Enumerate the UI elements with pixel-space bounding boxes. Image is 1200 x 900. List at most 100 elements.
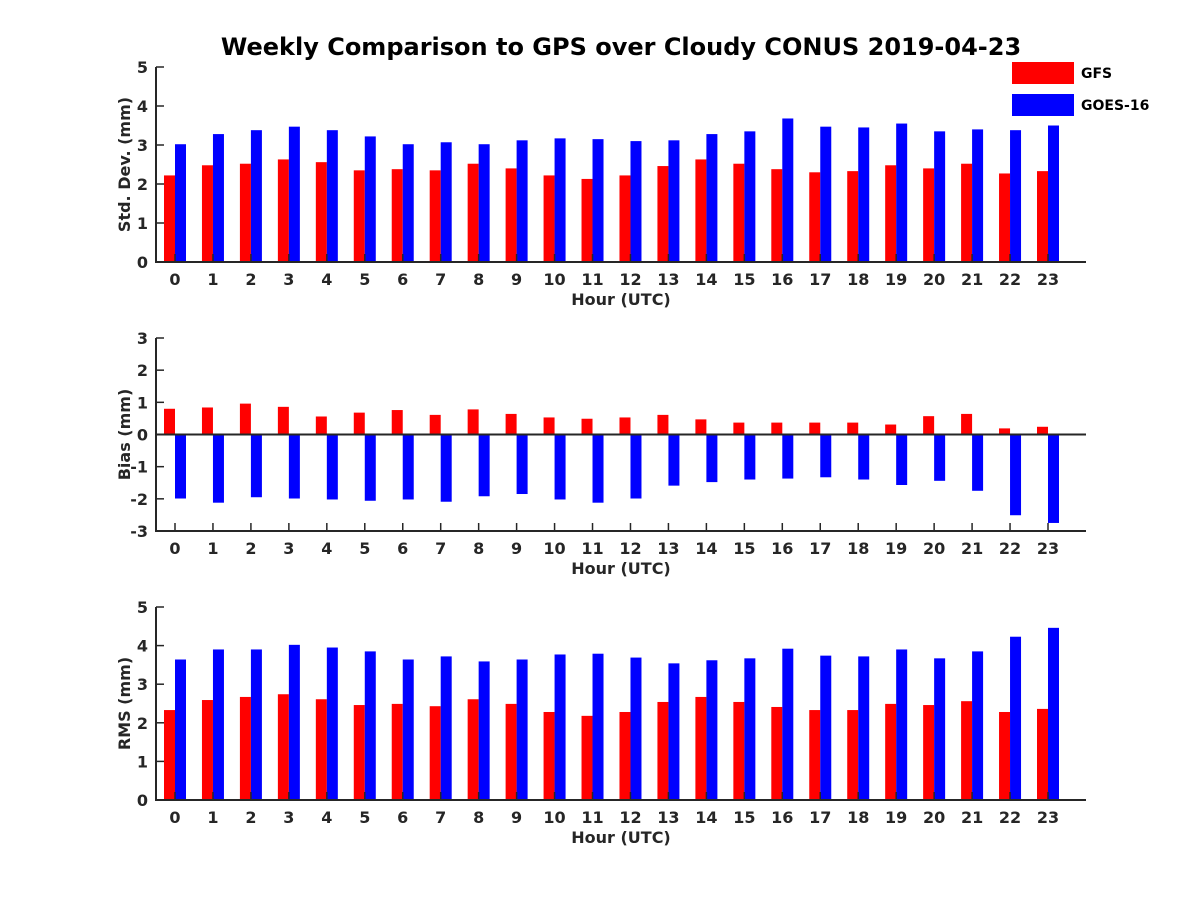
bar-goes-16-hour-14 (706, 134, 718, 262)
y-tick-label: 2 (137, 714, 148, 733)
bar-goes-16-hour-11 (592, 434, 604, 503)
bar-goes-16-hour-21 (972, 129, 984, 262)
x-tick-label: 16 (771, 270, 793, 289)
x-tick-label: 17 (809, 808, 831, 827)
x-tick-label: 16 (771, 808, 793, 827)
legend: GFS GOES-16 (1012, 62, 1149, 116)
x-tick-label: 17 (809, 539, 831, 558)
bar-goes-16-hour-18 (858, 656, 870, 800)
bar-gfs-hour-2 (239, 696, 251, 800)
bar-goes-16-hour-21 (972, 434, 984, 491)
x-tick-label: 20 (923, 808, 945, 827)
bar-goes-16-hour-22 (1010, 130, 1022, 262)
bar-goes-16-hour-16 (782, 648, 794, 800)
y-tick-label: 3 (137, 675, 148, 694)
bar-gfs-hour-0 (164, 175, 175, 262)
y-axis-label: Std. Dev. (mm) (115, 97, 134, 232)
series-goes-16 (175, 118, 1059, 262)
x-tick-label: 14 (695, 539, 717, 558)
bar-goes-16-hour-9 (516, 434, 528, 495)
bar-goes-16-hour-5 (364, 651, 376, 800)
x-tick-label: 12 (619, 808, 641, 827)
bar-goes-16-hour-5 (364, 136, 376, 262)
bar-gfs-hour-5 (353, 412, 365, 435)
bar-goes-16-hour-12 (630, 141, 642, 262)
bar-gfs-hour-10 (543, 417, 555, 435)
bar-gfs-hour-1 (201, 700, 213, 800)
bar-goes-16-hour-20 (934, 658, 946, 800)
y-tick-label: 4 (137, 97, 148, 116)
x-tick-label: 20 (923, 270, 945, 289)
bar-goes-16-hour-2 (250, 434, 262, 498)
x-tick-label: 8 (473, 270, 484, 289)
y-tick-label: 1 (137, 752, 148, 771)
x-tick-label: 21 (961, 270, 983, 289)
bar-gfs-hour-0 (164, 710, 175, 800)
x-tick-label: 15 (733, 539, 755, 558)
series-gfs (164, 694, 1048, 800)
y-tick-label: 0 (137, 791, 148, 810)
y-axis-label: Bias (mm) (115, 389, 134, 481)
x-tick-label: 9 (511, 808, 522, 827)
bar-gfs-hour-18 (847, 171, 859, 262)
bar-goes-16-hour-12 (630, 657, 642, 800)
bar-goes-16-hour-7 (440, 142, 452, 262)
bar-goes-16-hour-13 (668, 663, 680, 800)
x-tick-label: 10 (543, 270, 565, 289)
bar-goes-16-hour-0 (175, 434, 186, 499)
x-tick-label: 2 (245, 270, 256, 289)
legend-label-gfs: GFS (1081, 66, 1112, 82)
y-axis-label: RMS (mm) (115, 657, 134, 750)
bar-goes-16-hour-23 (1048, 627, 1059, 800)
x-tick-label: 18 (847, 539, 869, 558)
bar-gfs-hour-14 (695, 159, 707, 262)
bar-goes-16-hour-6 (402, 144, 414, 262)
x-tick-label: 14 (695, 270, 717, 289)
bar-gfs-hour-2 (239, 163, 251, 262)
bar-goes-16-hour-6 (402, 434, 414, 500)
x-tick-label: 21 (961, 808, 983, 827)
chart-title: Weekly Comparison to GPS over Cloudy CON… (221, 33, 1021, 61)
x-tick-label: 22 (999, 808, 1021, 827)
x-tick-label: 11 (581, 270, 603, 289)
legend-swatch-goes-16 (1012, 94, 1074, 116)
bar-goes-16-hour-3 (288, 644, 300, 800)
bar-gfs-hour-9 (505, 703, 517, 800)
bar-gfs-hour-15 (733, 701, 745, 800)
x-tick-label: 8 (473, 808, 484, 827)
bar-gfs-hour-20 (923, 705, 935, 800)
bar-gfs-hour-22 (999, 173, 1011, 262)
bar-gfs-hour-15 (733, 163, 745, 262)
bar-goes-16-hour-15 (744, 658, 756, 800)
x-tick-label: 5 (359, 270, 370, 289)
bar-gfs-hour-17 (809, 710, 821, 800)
bar-goes-16-hour-4 (326, 647, 338, 800)
x-tick-label: 1 (207, 808, 218, 827)
bar-goes-16-hour-12 (630, 434, 642, 499)
bar-goes-16-hour-10 (554, 434, 566, 500)
bar-gfs-hour-19 (885, 424, 897, 435)
y-tick-label: 3 (137, 136, 148, 155)
bar-gfs-hour-22 (999, 428, 1011, 435)
bar-gfs-hour-12 (619, 175, 631, 262)
x-tick-label: 18 (847, 270, 869, 289)
bar-goes-16-hour-10 (554, 138, 566, 262)
x-axis-label: Hour (UTC) (571, 828, 671, 847)
x-tick-label: 6 (397, 808, 408, 827)
bar-goes-16-hour-0 (175, 659, 186, 800)
y-tick-label: 5 (137, 58, 148, 77)
bar-goes-16-hour-18 (858, 127, 870, 262)
x-tick-label: 19 (885, 270, 907, 289)
bar-goes-16-hour-0 (175, 144, 186, 262)
x-tick-label: 7 (435, 270, 446, 289)
bar-gfs-hour-8 (467, 409, 479, 435)
bar-gfs-hour-5 (353, 705, 365, 800)
x-tick-label: 3 (283, 270, 294, 289)
bar-gfs-hour-19 (885, 165, 897, 262)
bar-gfs-hour-7 (429, 170, 441, 262)
y-tick-label: 1 (137, 214, 148, 233)
legend-label-goes-16: GOES-16 (1081, 98, 1149, 114)
y-tick-label: 2 (137, 175, 148, 194)
x-tick-label: 14 (695, 808, 717, 827)
bar-goes-16-hour-4 (326, 130, 338, 262)
